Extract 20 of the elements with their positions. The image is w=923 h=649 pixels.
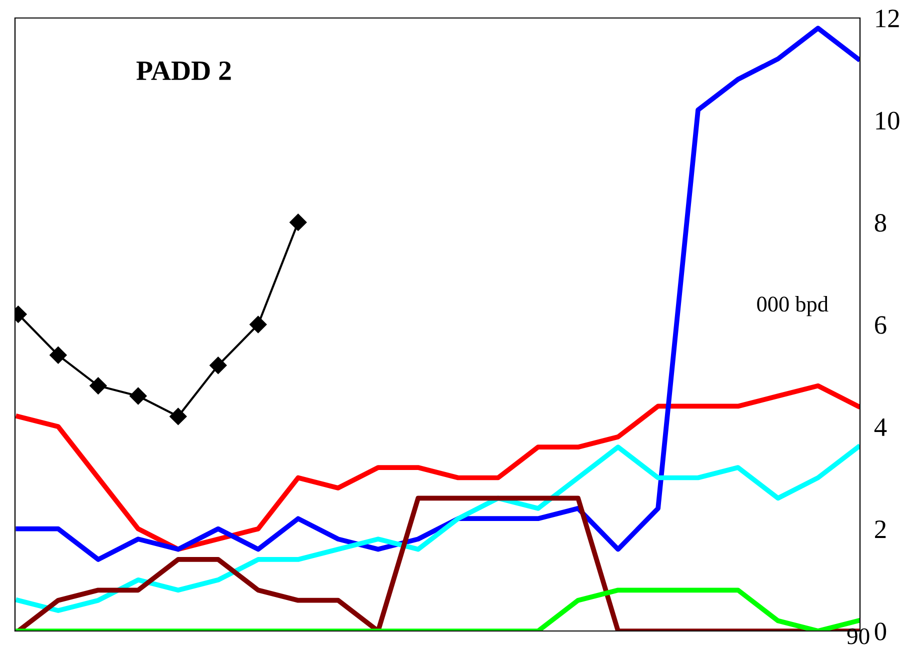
y-tick-label: 6 [875, 316, 886, 334]
line-series [16, 444, 860, 613]
annotation: 000 bpd [757, 296, 828, 316]
point [170, 408, 187, 425]
point [90, 377, 107, 394]
y-tick-label: 0 [874, 622, 886, 640]
text: PADD 2 [136, 61, 231, 80]
y-tick-label: 2 [875, 520, 886, 538]
point [210, 356, 227, 374]
annotation: 90 [847, 628, 870, 644]
point [130, 387, 147, 405]
point [250, 316, 267, 334]
y-tick-label: 10 [876, 112, 900, 130]
line-series [16, 26, 860, 562]
y-tick-label: 12 [876, 10, 899, 28]
line-series [16, 383, 860, 552]
y-tick-label: 8 [874, 214, 886, 232]
point [290, 214, 307, 231]
point [50, 346, 67, 364]
y-tick-label: 4 [874, 418, 887, 436]
